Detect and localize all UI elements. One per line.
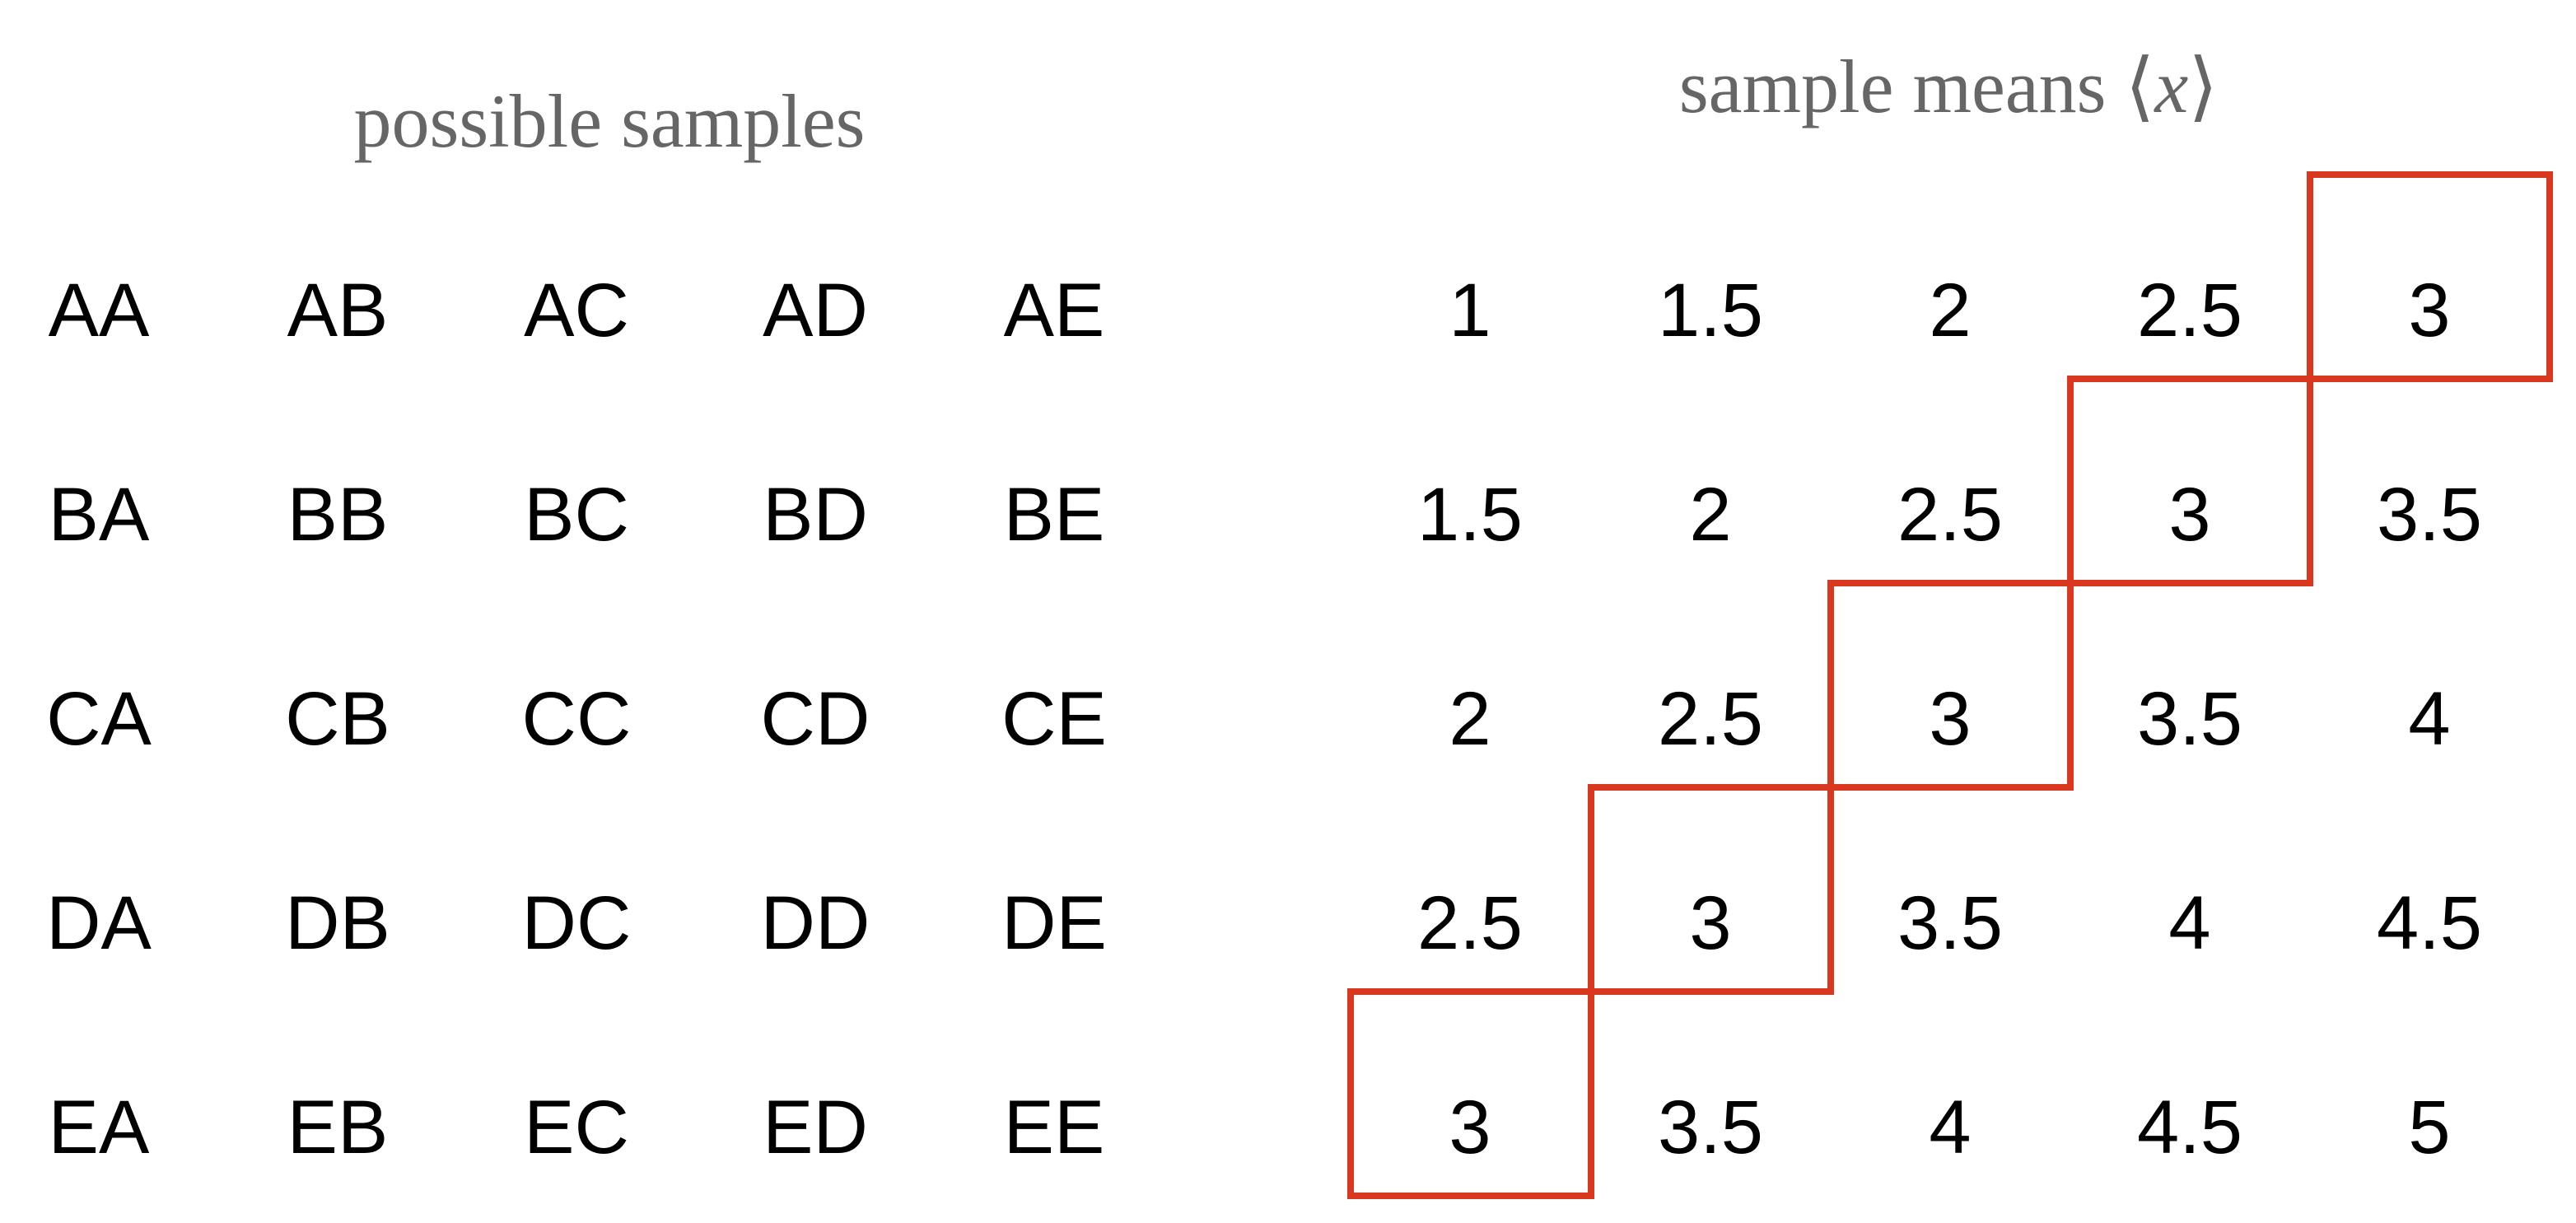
sample-mean-cell: 4.5 (2377, 881, 2482, 965)
sample-pair-cell: BC (524, 473, 629, 557)
sample-mean-cell: 3 (2408, 268, 2450, 352)
sample-pair-cell: CA (46, 677, 152, 761)
sample-pair-cell: DE (1001, 881, 1107, 965)
sample-pair-cell: EC (524, 1085, 629, 1169)
sample-mean-cell: 3 (2168, 473, 2210, 557)
diagonal-highlight-boxes (1347, 171, 2553, 1199)
angle-open: ⟨ (2125, 44, 2154, 128)
sample-pair-cell: AA (49, 268, 150, 352)
sample-mean-cell: 3.5 (2137, 677, 2242, 761)
mean-variable: x (2153, 44, 2188, 128)
sample-mean-cell: 3 (1689, 881, 1731, 965)
sample-mean-cell: 3.5 (2377, 473, 2482, 557)
sample-pair-cell: DA (46, 881, 152, 965)
sample-mean-cell: 3 (1449, 1085, 1491, 1169)
sample-mean-cell: 3.5 (1658, 1085, 1763, 1169)
sample-means-title-prefix: sample means (1679, 44, 2126, 128)
sample-pair-cell: EE (1004, 1085, 1105, 1169)
sample-means-title: sample means ⟨x⟩ (1679, 44, 2218, 128)
sample-mean-cell: 4.5 (2137, 1085, 2242, 1169)
possible-samples-title: possible samples (354, 79, 866, 163)
sample-mean-cell: 5 (2408, 1085, 2450, 1169)
sample-pair-cell: DD (761, 881, 870, 965)
angle-close: ⟩ (2188, 44, 2218, 128)
sample-mean-cell: 1.5 (1417, 473, 1523, 557)
sample-pair-cell: DB (285, 881, 390, 965)
sample-mean-cell: 4 (1929, 1085, 1971, 1169)
sample-pair-cell: EA (49, 1085, 150, 1169)
sample-mean-cell: 2 (1929, 268, 1971, 352)
highlight-box (2067, 376, 2313, 586)
highlight-box (1588, 784, 1834, 995)
sample-mean-cell: 1 (1449, 268, 1491, 352)
sample-pair-cell: BD (763, 473, 868, 557)
sample-mean-cell: 2.5 (1417, 881, 1523, 965)
sample-pair-cell: CE (1001, 677, 1107, 761)
sample-mean-cell: 2 (1449, 677, 1491, 761)
highlight-box (1347, 988, 1594, 1199)
sample-pair-cell: BA (49, 473, 150, 557)
sample-mean-cell: 3.5 (1897, 881, 2003, 965)
sample-mean-cell: 4 (2168, 881, 2210, 965)
sample-mean-cell: 2.5 (2137, 268, 2242, 352)
highlight-box (1827, 580, 2074, 791)
sample-pair-cell: BB (287, 473, 389, 557)
sample-pair-cell: CB (285, 677, 390, 761)
highlight-box (2307, 171, 2553, 382)
sample-pair-cell: AD (763, 268, 868, 352)
sample-pair-cell: EB (287, 1085, 389, 1169)
sample-pair-cell: BE (1004, 473, 1105, 557)
sample-pair-cell: DC (522, 881, 632, 965)
sample-mean-cell: 4 (2408, 677, 2450, 761)
possible-samples-grid: AA AB AC AD AE BA BB BC BD BE CA CB CC CD CE DA DB DC DD DE… (46, 268, 1107, 1169)
sample-mean-cell: 2 (1689, 473, 1731, 557)
sample-pair-cell: CC (522, 677, 632, 761)
sample-pair-cell: ED (763, 1085, 868, 1169)
sample-mean-cell: 2.5 (1897, 473, 2003, 557)
sample-pair-cell: CD (761, 677, 870, 761)
sample-means-grid: 1 1.5 2 2.5 3 1.5 2 2.5 3 3.5 2 2.5 3 3.5 4 2.5 3 3.5 4 4.5… (1417, 268, 2482, 1169)
sample-pair-cell: AE (1004, 268, 1105, 352)
sample-mean-cell: 2.5 (1658, 677, 1763, 761)
sample-mean-cell: 3 (1929, 677, 1971, 761)
sample-pair-cell: AC (524, 268, 629, 352)
sample-pair-cell: AB (287, 268, 389, 352)
sample-mean-cell: 1.5 (1658, 268, 1763, 352)
